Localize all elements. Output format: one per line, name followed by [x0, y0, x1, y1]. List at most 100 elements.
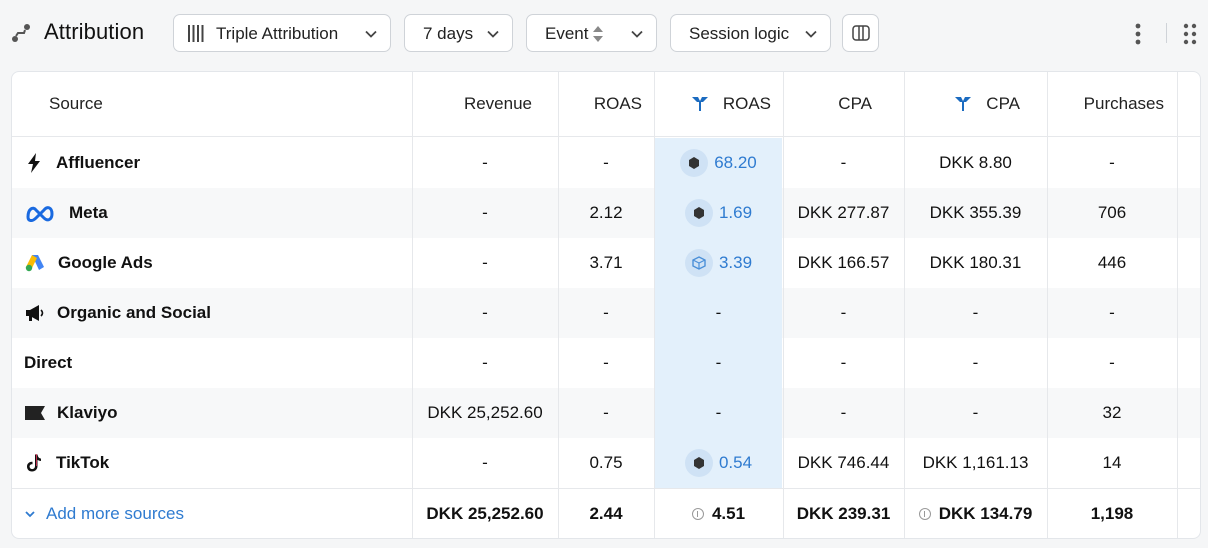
drag-handle-icon[interactable] — [1180, 21, 1200, 47]
column-divider — [904, 72, 905, 538]
more-options-icon[interactable] — [1128, 21, 1148, 47]
cpa-cell: - — [840, 153, 847, 172]
chevron-down-icon — [487, 30, 499, 38]
purchases-cell: 14 — [1102, 453, 1122, 472]
roas-cell: 3.71 — [589, 253, 623, 272]
triple-model-badge-icon — [684, 449, 713, 477]
add-more-sources-label: Add more sources — [46, 504, 184, 523]
revenue-cell: - — [482, 453, 488, 472]
table-footer: Add more sources DKK 25,252.60 2.44 4.51… — [12, 488, 1200, 538]
triple-model-badge-icon — [684, 249, 713, 277]
triple-roas-value: 68.20 — [714, 153, 757, 172]
revenue-cell: - — [482, 353, 488, 372]
table-row[interactable]: Affluencer - - 68.20 - DKK 8.80 - — [12, 138, 1200, 188]
triple-cpa-cell: - — [972, 403, 979, 422]
table-row[interactable]: Google Ads - 3.71 3.39 DKK 166.57 DKK 18… — [12, 238, 1200, 288]
column-divider — [1177, 72, 1178, 538]
revenue-cell: - — [482, 253, 488, 272]
purchases-cell: 706 — [1097, 203, 1127, 222]
triple-roas-highlight — [654, 138, 782, 488]
attribution-table: Source Revenue ROAS ROAS CPA CPA Purchas… — [11, 71, 1201, 539]
col-header-revenue[interactable]: Revenue — [463, 94, 532, 113]
roas-cell: 0.75 — [589, 453, 623, 472]
revenue-cell: DKK 25,252.60 — [427, 403, 543, 422]
source-name[interactable]: Meta — [69, 203, 108, 222]
table-row[interactable]: Meta - 2.12 1.69 DKK 277.87 DKK 355.39 7… — [12, 188, 1200, 238]
triple-roas-cell: - — [715, 403, 722, 422]
attribution-model-label: Triple Attribution — [216, 24, 339, 43]
cpa-cell: DKK 746.44 — [797, 453, 890, 472]
column-divider — [654, 72, 655, 538]
lightning-icon — [28, 153, 40, 173]
triple-roas-cell[interactable]: 3.39 — [654, 238, 783, 288]
triple-roas-value: 3.39 — [718, 253, 753, 272]
roas-cell: 2.12 — [589, 203, 623, 222]
triple-roas-value: 1.69 — [718, 203, 753, 222]
table-row[interactable]: Direct - - - - - - — [12, 338, 1200, 388]
info-icon[interactable] — [691, 508, 704, 520]
table-row[interactable]: Organic and Social - - - - - - — [12, 288, 1200, 338]
triple-roas-cell: - — [715, 353, 722, 372]
chevron-down-icon — [25, 511, 35, 518]
table-header: Source Revenue ROAS ROAS CPA CPA Purchas… — [12, 72, 1200, 137]
triple-cpa-label: CPA — [986, 94, 1020, 113]
google-ads-icon — [25, 255, 44, 272]
total-roas: 2.44 — [589, 504, 623, 523]
purchases-cell: - — [1109, 153, 1115, 172]
date-range-dropdown[interactable]: 7 days — [404, 14, 513, 52]
table-row[interactable]: TikTok - 0.75 0.54 DKK 746.44 DKK 1,161.… — [12, 438, 1200, 488]
triple-roas-value: 0.54 — [718, 453, 753, 472]
info-icon[interactable] — [918, 508, 931, 520]
total-revenue: DKK 25,252.60 — [426, 504, 544, 523]
event-mode-label: Event — [545, 24, 589, 43]
attribution-model-dropdown[interactable]: Triple Attribution — [173, 14, 391, 52]
triple-model-badge-icon — [680, 149, 709, 177]
col-header-triple-roas[interactable]: ROAS — [654, 72, 771, 136]
col-header-triple-cpa[interactable]: CPA — [904, 72, 1020, 136]
triple-cpa-cell: - — [972, 353, 979, 372]
event-mode-dropdown[interactable]: Event — [526, 14, 657, 52]
col-header-roas[interactable]: ROAS — [593, 94, 642, 113]
column-divider — [412, 72, 413, 538]
cpa-cell: - — [840, 303, 847, 322]
col-header-cpa[interactable]: CPA — [838, 94, 872, 113]
columns-icon — [852, 25, 870, 41]
chevron-down-icon — [805, 30, 817, 38]
page-title: Attribution — [44, 19, 145, 44]
columns-bars-icon — [188, 25, 204, 42]
toolbar: Attribution Triple Attribution 7 days Ev… — [0, 0, 1208, 66]
add-more-sources-link[interactable]: Add more sources — [24, 489, 184, 538]
source-name[interactable]: Organic and Social — [57, 303, 211, 322]
revenue-cell: - — [482, 203, 488, 222]
tiktok-icon — [27, 454, 41, 472]
source-name[interactable]: Klaviyo — [57, 403, 118, 422]
cpa-cell: DKK 277.87 — [797, 203, 890, 222]
purchases-cell: 32 — [1102, 403, 1122, 422]
triple-roas-cell[interactable]: 1.69 — [654, 188, 783, 238]
date-range-label: 7 days — [423, 24, 474, 43]
source-name[interactable]: Affluencer — [56, 153, 141, 172]
columns-button[interactable] — [842, 14, 879, 52]
col-header-source[interactable]: Source — [49, 94, 103, 113]
revenue-cell: - — [482, 303, 488, 322]
session-logic-dropdown[interactable]: Session logic — [670, 14, 831, 52]
row-stripe — [12, 388, 1200, 438]
purchases-cell: - — [1109, 353, 1115, 372]
klaviyo-flag-icon — [25, 406, 45, 420]
triple-roas-cell[interactable]: 68.20 — [654, 138, 783, 188]
table-row[interactable]: Klaviyo DKK 25,252.60 - - - - 32 — [12, 388, 1200, 438]
total-triple-roas-value: 4.51 — [711, 504, 746, 523]
triple-whale-icon — [955, 97, 972, 111]
triple-roas-cell[interactable]: 0.54 — [654, 438, 783, 488]
source-name[interactable]: Direct — [24, 353, 73, 372]
column-divider — [558, 72, 559, 538]
triple-roas-cell: - — [715, 303, 722, 322]
col-header-purchases[interactable]: Purchases — [1083, 94, 1164, 113]
triple-cpa-cell: DKK 8.80 — [939, 153, 1012, 172]
roas-cell: - — [603, 403, 609, 422]
source-name[interactable]: Google Ads — [58, 253, 153, 272]
attribution-icon — [12, 24, 30, 42]
source-name[interactable]: TikTok — [56, 453, 110, 472]
cpa-cell: - — [840, 353, 847, 372]
triple-cpa-cell: DKK 355.39 — [929, 203, 1022, 222]
